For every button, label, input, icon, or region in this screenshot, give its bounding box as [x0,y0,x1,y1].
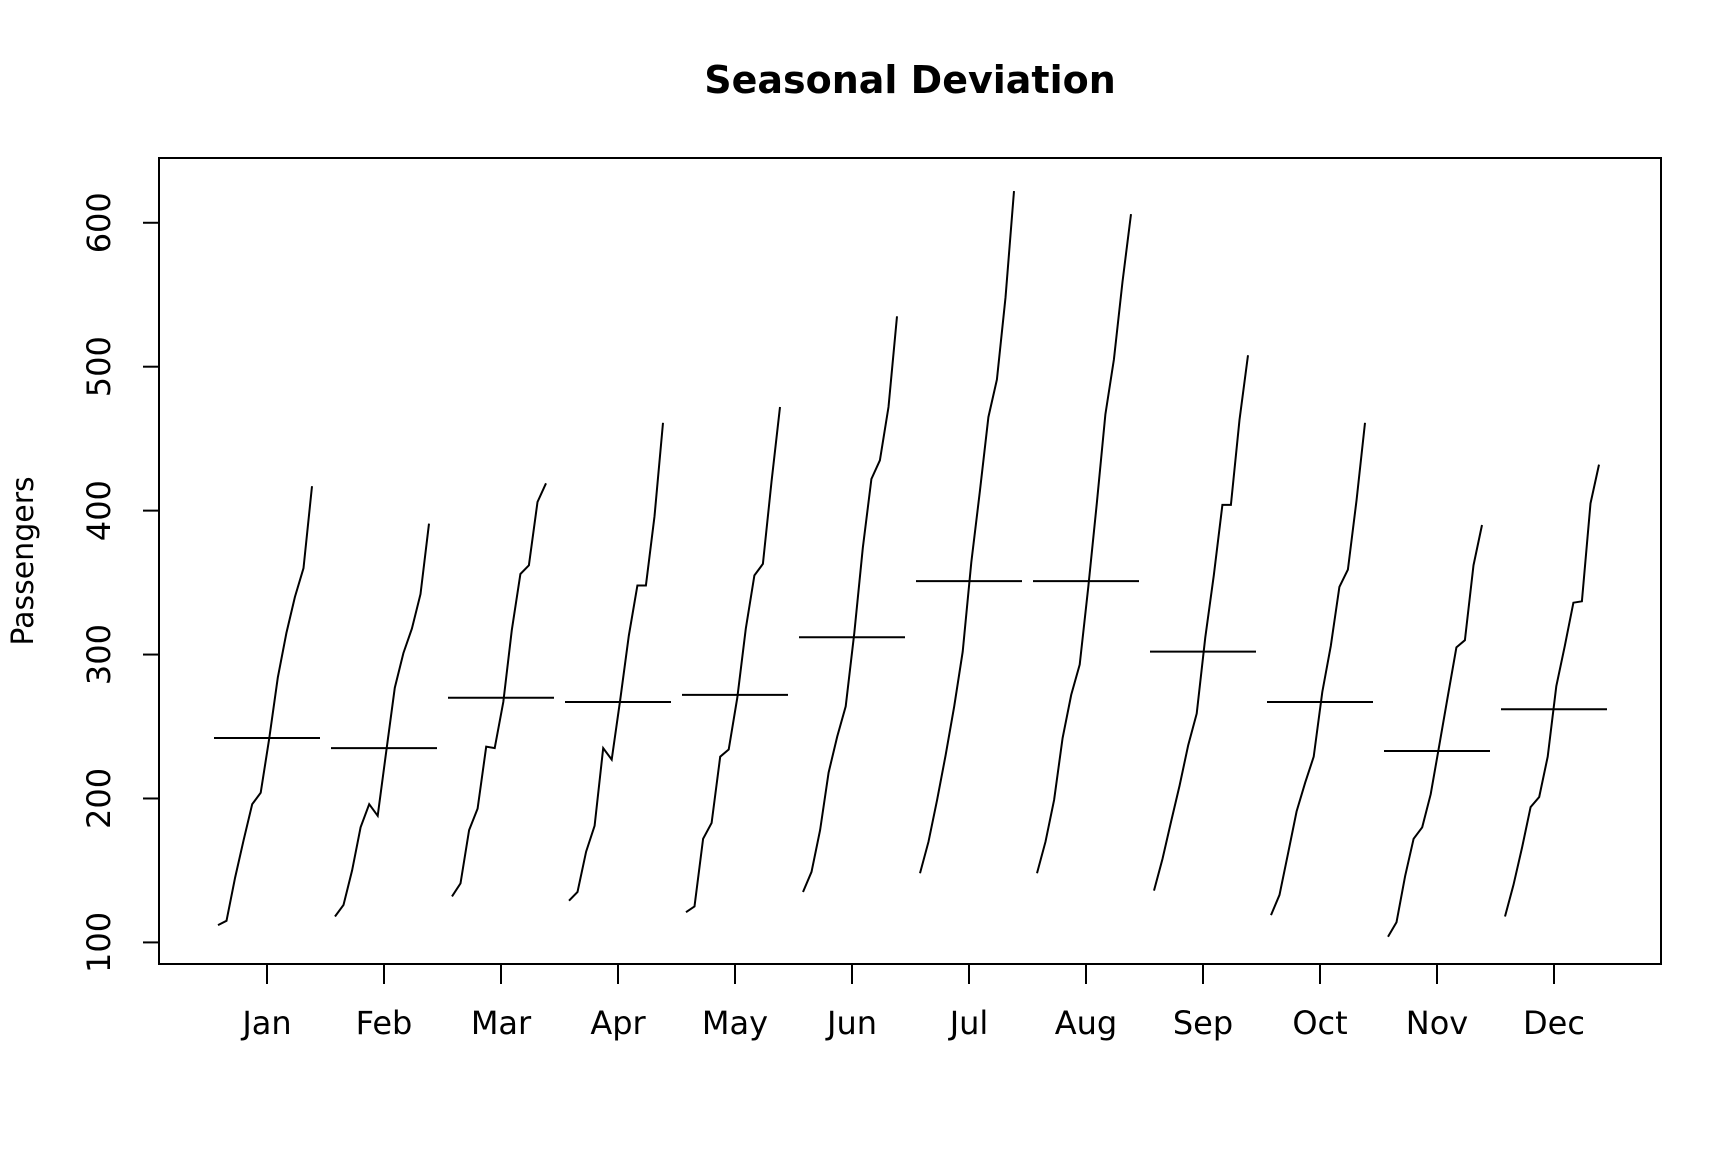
x-tick-label: Oct [1292,1004,1347,1042]
y-tick-label: 500 [80,336,118,397]
x-tick-label: Mar [471,1004,532,1042]
x-tick-label: Feb [356,1004,413,1042]
series-line-sep [1153,355,1249,891]
y-axis: 100 200 300 400 500 600 [80,192,160,973]
series-line-apr [568,422,664,902]
y-axis-label: Passengers [6,476,41,645]
series-marks [214,191,1607,938]
x-tick-label: Nov [1406,1004,1468,1042]
series-line-dec [1504,464,1600,917]
series-line-oct [1270,422,1366,916]
series-line-jan [217,486,313,926]
x-axis: Jan Feb Mar Apr May Jun Jul Aug Sep Oct Nov Dec [240,963,1585,1042]
x-tick-label: Jun [825,1004,877,1042]
x-tick-label: Aug [1055,1004,1117,1042]
series-line-feb [334,523,430,918]
series-line-may [685,406,781,914]
series-line-nov [1387,524,1483,938]
y-tick-label: 300 [80,624,118,685]
x-tick-label: Apr [590,1004,646,1042]
series-line-mar [451,482,547,897]
y-tick-label: 600 [80,192,118,253]
y-tick-label: 200 [80,768,118,829]
plot-area [158,157,1662,965]
x-tick-label: Jul [948,1004,989,1042]
y-tick-label: 400 [80,480,118,541]
x-tick-label: Dec [1523,1004,1585,1042]
chart-title: Seasonal Deviation [704,58,1116,102]
x-tick-label: Jan [240,1004,291,1042]
series-line-jul [919,191,1015,874]
x-tick-label: May [702,1004,768,1042]
series-line-aug [1036,213,1132,874]
y-tick-label: 100 [80,912,118,973]
series-line-jun [802,316,898,893]
x-tick-label: Sep [1173,1004,1233,1042]
